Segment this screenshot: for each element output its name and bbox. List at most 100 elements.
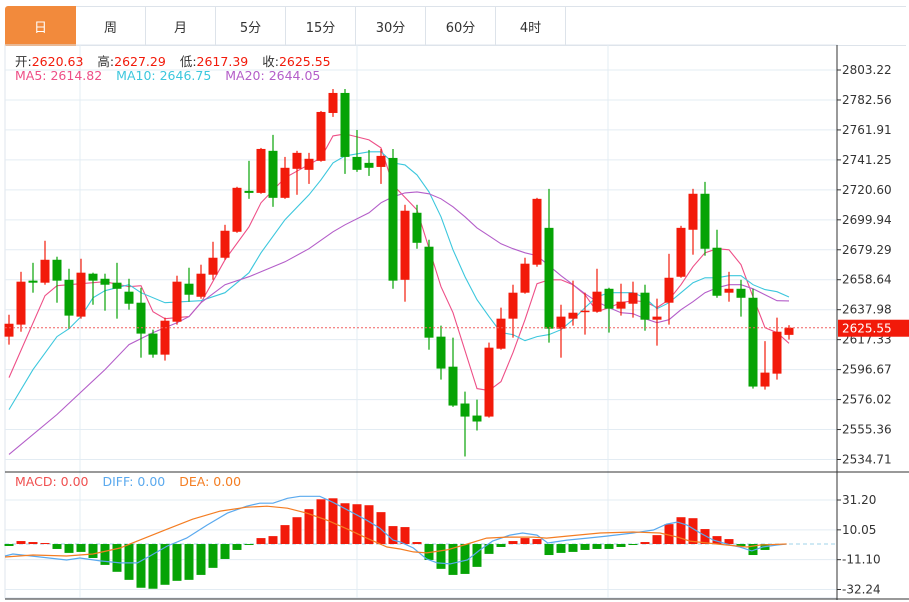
macd-bar bbox=[472, 544, 482, 567]
candle-body bbox=[700, 193, 710, 249]
candle bbox=[364, 149, 374, 176]
macd-bar bbox=[448, 544, 458, 575]
candle bbox=[124, 278, 134, 310]
macd-bar bbox=[220, 544, 230, 559]
tab-4hour[interactable]: 4时 bbox=[496, 6, 566, 46]
candle-body bbox=[88, 273, 98, 281]
price-tick-label: 2782.56 bbox=[842, 93, 892, 107]
price-tick-label: 2576.02 bbox=[842, 393, 892, 407]
candle-body bbox=[568, 312, 578, 319]
candle-body bbox=[784, 327, 794, 335]
close-label: 收: bbox=[262, 54, 279, 69]
candle bbox=[712, 229, 722, 298]
ohlc-info: 开:2620.63 高:2627.29 低:2617.39 收:2625.55 bbox=[15, 51, 331, 70]
candle-body bbox=[616, 301, 626, 309]
macd-bar bbox=[100, 544, 110, 565]
ma-info: MA5: 2614.82 MA10: 2646.75 MA20: 2644.05 bbox=[15, 68, 320, 83]
macd-bar bbox=[460, 544, 470, 574]
diff-line bbox=[4, 495, 787, 565]
candle-body bbox=[388, 157, 398, 281]
candle bbox=[388, 148, 398, 289]
price-tick-label: 2637.98 bbox=[842, 303, 892, 317]
open-label: 开: bbox=[15, 54, 32, 69]
ma20-line bbox=[8, 191, 790, 455]
open-value: 2620.63 bbox=[31, 54, 84, 69]
macd-bar bbox=[652, 535, 662, 545]
candle bbox=[172, 275, 182, 325]
candle bbox=[16, 271, 26, 332]
macd-bar bbox=[244, 544, 254, 546]
candle-body bbox=[100, 278, 110, 285]
candle-body bbox=[364, 162, 374, 168]
candle bbox=[604, 287, 614, 333]
tab-15min[interactable]: 15分 bbox=[286, 6, 356, 46]
candle bbox=[616, 283, 626, 316]
candle bbox=[748, 288, 758, 389]
macd-bar bbox=[328, 498, 338, 545]
macd-bar bbox=[148, 544, 158, 589]
candle bbox=[760, 341, 770, 390]
tab-60min[interactable]: 60分 bbox=[426, 6, 496, 46]
candle-body bbox=[400, 210, 410, 280]
candle bbox=[112, 262, 122, 319]
price-tick-label: 2699.94 bbox=[842, 213, 892, 227]
candle-body bbox=[640, 292, 650, 320]
candle-body bbox=[244, 190, 254, 193]
candle-body bbox=[352, 156, 362, 170]
macd-info: MACD: 0.00 DIFF: 0.00 DEA: 0.00 bbox=[15, 474, 241, 489]
candle bbox=[628, 281, 638, 318]
macd-bar bbox=[604, 544, 614, 549]
candle-body bbox=[508, 292, 518, 319]
tab-day[interactable]: 日 bbox=[5, 6, 76, 46]
current-price-label: 2625.55 bbox=[842, 322, 892, 336]
candle-body bbox=[28, 280, 38, 283]
current-price-tag bbox=[838, 319, 909, 337]
tab-bar-filler bbox=[566, 6, 906, 46]
candle bbox=[448, 337, 458, 407]
candle bbox=[544, 188, 554, 343]
candle-body bbox=[256, 148, 266, 193]
chart-frame bbox=[4, 44, 838, 599]
candle bbox=[532, 197, 542, 267]
candle bbox=[496, 307, 506, 350]
candle bbox=[436, 325, 446, 380]
price-tick-label: 2679.29 bbox=[842, 243, 892, 257]
tab-month[interactable]: 月 bbox=[146, 6, 216, 46]
candle-body bbox=[556, 316, 566, 329]
macd-bar bbox=[412, 542, 422, 545]
macd-value: MACD: 0.00 bbox=[15, 474, 89, 489]
tab-30min[interactable]: 30分 bbox=[356, 6, 426, 46]
macd-bar bbox=[484, 544, 494, 554]
candle-body bbox=[484, 347, 494, 417]
macd-tick-label: 31.20 bbox=[842, 493, 876, 507]
tab-5min[interactable]: 5分 bbox=[216, 6, 286, 46]
macd-bar bbox=[88, 544, 98, 558]
candle bbox=[76, 258, 86, 319]
candle bbox=[184, 267, 194, 302]
macd-bar bbox=[568, 544, 578, 552]
candle-body bbox=[208, 257, 218, 275]
candle-body bbox=[196, 273, 206, 297]
macd-bar bbox=[28, 542, 38, 545]
macd-bar bbox=[364, 505, 374, 545]
candle bbox=[256, 147, 266, 194]
ma5-value: MA5: 2614.82 bbox=[15, 68, 103, 83]
candle bbox=[64, 268, 74, 329]
macd-bar bbox=[16, 541, 26, 545]
macd-panel bbox=[4, 495, 837, 589]
candle bbox=[292, 150, 302, 195]
candle bbox=[376, 148, 386, 184]
candle-body bbox=[736, 288, 746, 298]
price-tick-label: 2720.60 bbox=[842, 183, 892, 197]
candle bbox=[352, 129, 362, 172]
price-tick-label: 2761.91 bbox=[842, 123, 892, 137]
macd-bar bbox=[268, 536, 278, 545]
macd-bar bbox=[184, 544, 194, 580]
ma10-line bbox=[8, 151, 790, 410]
macd-bar bbox=[304, 509, 314, 545]
candle-body bbox=[604, 288, 614, 309]
candle-body bbox=[628, 292, 638, 304]
macd-bar bbox=[340, 503, 350, 545]
candle-body bbox=[580, 310, 590, 313]
